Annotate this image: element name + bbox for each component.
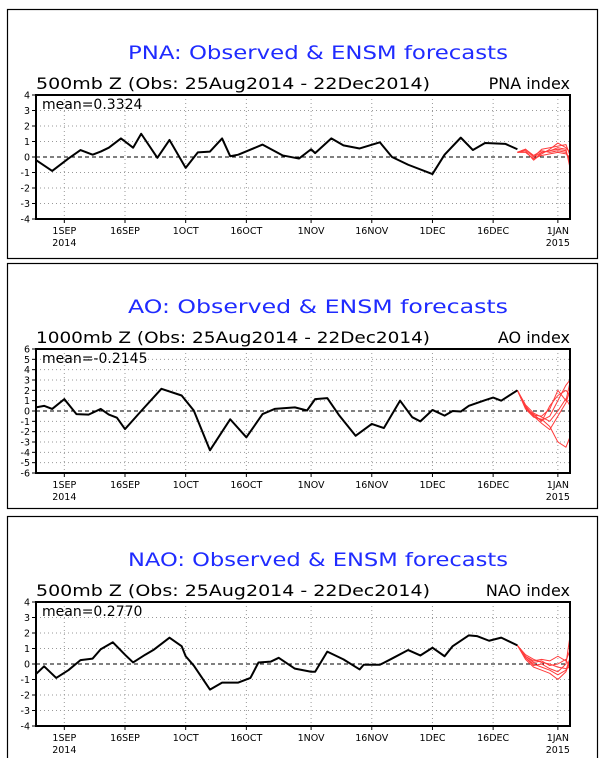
x-tick-label: 16NOV: [355, 226, 389, 237]
x-tick-year-label: 2015: [546, 238, 570, 249]
mean-annotation: mean=-0.2145: [42, 351, 147, 367]
y-tick-label: 0: [24, 660, 30, 671]
panel-border: [6, 8, 599, 260]
y-tick-label: -6: [21, 469, 30, 480]
x-tick-label: 1SEP: [52, 480, 76, 491]
x-tick-label: 16OCT: [230, 480, 262, 491]
subtitle-right: PNA index: [489, 74, 570, 93]
subtitle-left: 500mb Z (Obs: 25Aug2014 - 22Dec2014): [36, 581, 430, 600]
y-tick-label: -4: [21, 448, 30, 459]
x-tick-label: 1DEC: [419, 480, 445, 491]
forecast-member-line: [516, 645, 571, 680]
x-tick-label: 16SEP: [110, 733, 140, 744]
x-tick-label: 16NOV: [355, 733, 389, 744]
x-tick-year-label: 2015: [546, 492, 570, 503]
observed-index-line: [35, 634, 518, 691]
subtitle-right: AO index: [498, 328, 570, 347]
y-tick-label: -4: [21, 722, 30, 733]
y-tick-label: -3: [21, 706, 30, 717]
y-tick-label: 2: [24, 122, 30, 133]
y-tick-label: 4: [24, 598, 30, 609]
x-tick-label: 1JAN: [547, 480, 569, 491]
y-tick-label: 1: [24, 644, 30, 655]
y-tick-label: 0: [24, 153, 30, 164]
chart-title: NAO: Observed & ENSM forecasts: [128, 549, 508, 571]
x-tick-label: 1NOV: [298, 480, 325, 491]
subtitle-right: NAO index: [486, 581, 570, 600]
x-tick-label: 1NOV: [298, 733, 325, 744]
x-tick-label: 16OCT: [230, 226, 262, 237]
forecast-member-line: [517, 144, 571, 158]
x-tick-label: 1SEP: [52, 226, 76, 237]
x-tick-year-label: 2015: [546, 745, 570, 756]
forecast-member-line: [517, 645, 571, 669]
x-tick-label: 1SEP: [52, 733, 76, 744]
x-tick-label: 1DEC: [419, 733, 445, 744]
y-tick-label: -1: [21, 168, 30, 179]
x-tick-label: 1OCT: [173, 226, 199, 237]
x-tick-label: 16OCT: [230, 733, 262, 744]
x-tick-label: 16DEC: [477, 226, 509, 237]
plot-frame: [35, 348, 571, 474]
y-tick-label: 6: [24, 345, 30, 356]
y-tick-label: -2: [21, 691, 30, 702]
forecast-member-line: [516, 645, 571, 676]
y-tick-label: -3: [21, 199, 30, 210]
forecast-member-line: [516, 381, 571, 417]
x-tick-label: 16SEP: [110, 226, 140, 237]
y-tick-label: -1: [21, 675, 30, 686]
x-tick-label: 1JAN: [547, 226, 569, 237]
y-tick-label: 1: [24, 396, 30, 407]
chart-panel-ao: AO: Observed & ENSM forecasts 1000mb Z (O…: [6, 262, 599, 510]
forecast-member-line: [517, 148, 571, 165]
mean-annotation: mean=0.3324: [42, 97, 143, 113]
y-tick-label: -5: [21, 458, 30, 469]
y-tick-label: 3: [24, 613, 30, 624]
mean-annotation: mean=0.2770: [42, 604, 142, 620]
x-tick-label: 1NOV: [298, 226, 325, 237]
y-tick-label: -4: [21, 215, 30, 226]
y-tick-label: 5: [24, 355, 30, 366]
y-tick-label: 0: [24, 407, 30, 418]
panel-border: [6, 515, 599, 758]
y-tick-label: 3: [24, 106, 30, 117]
forecast-member-line: [517, 151, 571, 160]
subtitle-left: 1000mb Z (Obs: 25Aug2014 - 22Dec2014): [36, 328, 430, 347]
x-tick-label: 16DEC: [477, 733, 509, 744]
observed-index-line: [35, 132, 518, 176]
forecast-member-line: [516, 390, 571, 448]
plot-frame: [35, 601, 571, 727]
plot-frame: [35, 94, 571, 220]
y-tick-label: 3: [24, 376, 30, 387]
forecast-member-line: [516, 390, 571, 422]
y-tick-label: 4: [24, 365, 30, 376]
observed-index-line: [35, 387, 518, 452]
y-tick-label: -2: [21, 184, 30, 195]
x-tick-year-label: 2014: [52, 492, 76, 503]
y-tick-label: -3: [21, 438, 30, 449]
subtitle-left: 500mb Z (Obs: 25Aug2014 - 22Dec2014): [36, 74, 430, 93]
x-tick-label: 16SEP: [110, 480, 140, 491]
y-tick-label: -2: [21, 427, 30, 438]
x-tick-year-label: 2014: [52, 745, 76, 756]
x-tick-label: 1OCT: [173, 733, 199, 744]
y-tick-label: 2: [24, 386, 30, 397]
x-tick-label: 16NOV: [355, 480, 389, 491]
x-tick-year-label: 2014: [52, 238, 76, 249]
forecast-member-line: [516, 390, 571, 431]
chart-panel-pna: PNA: Observed & ENSM forecasts 500mb Z (O…: [6, 8, 599, 260]
chart-title: AO: Observed & ENSM forecasts: [128, 296, 508, 318]
x-tick-label: 1JAN: [547, 733, 569, 744]
y-tick-label: -1: [21, 417, 30, 428]
chart-panel-nao: NAO: Observed & ENSM forecasts 500mb Z (O…: [6, 515, 599, 758]
chart-title: PNA: Observed & ENSM forecasts: [128, 42, 508, 64]
y-tick-label: 2: [24, 629, 30, 640]
panel-border: [6, 262, 599, 510]
x-tick-label: 1DEC: [419, 226, 445, 237]
x-tick-label: 16DEC: [477, 480, 509, 491]
y-tick-label: 4: [24, 91, 30, 102]
y-tick-label: 1: [24, 137, 30, 148]
x-tick-label: 1OCT: [173, 480, 199, 491]
